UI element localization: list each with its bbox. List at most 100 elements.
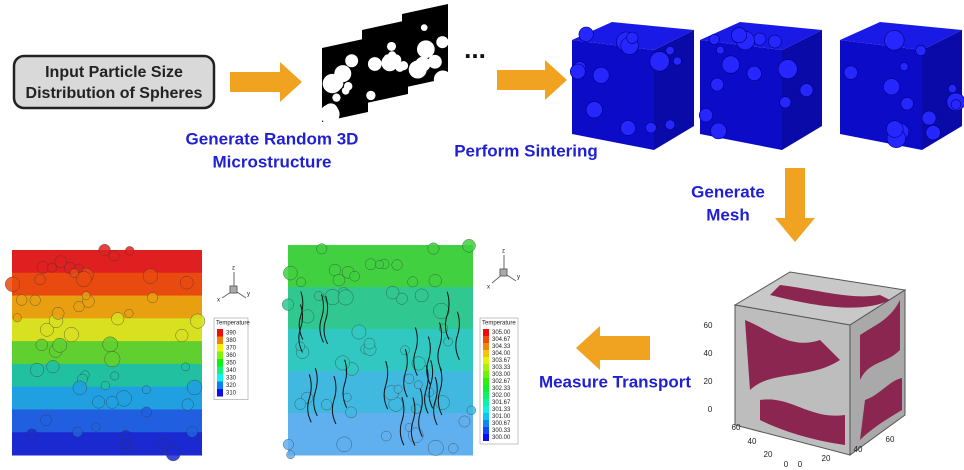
- arrow-right: [230, 62, 302, 102]
- particle: [182, 363, 190, 371]
- pore: [366, 91, 375, 100]
- particle: [884, 30, 904, 50]
- particle: [459, 416, 470, 427]
- cube-side: [654, 30, 694, 150]
- particle: [922, 111, 936, 125]
- particle: [147, 293, 157, 303]
- axis-label: z: [502, 249, 505, 255]
- particle: [926, 125, 941, 140]
- particle: [415, 289, 428, 302]
- pore: [344, 82, 352, 90]
- legend-label: 330: [226, 375, 237, 381]
- particle: [55, 256, 67, 268]
- particle: [883, 79, 899, 95]
- legend-swatch: [217, 389, 223, 397]
- particle: [886, 121, 903, 138]
- particle: [699, 108, 712, 121]
- particle: [283, 439, 294, 450]
- arrow-right: [497, 60, 567, 100]
- particle: [91, 423, 100, 432]
- particle: [142, 386, 150, 394]
- pore: [421, 24, 428, 31]
- axis-label: y: [247, 292, 250, 298]
- particle: [844, 66, 858, 80]
- legend-swatch: [217, 329, 223, 337]
- particle: [338, 290, 353, 305]
- particle: [716, 46, 724, 54]
- arrow-down: [775, 168, 815, 242]
- arrow-left: [576, 326, 650, 370]
- legend-label: 300.00: [492, 435, 511, 441]
- mesh-tick: 60: [732, 423, 741, 432]
- particle: [296, 277, 305, 286]
- particle: [375, 260, 383, 268]
- particle: [665, 120, 675, 130]
- legend-swatch: [483, 434, 489, 441]
- particle: [586, 102, 602, 118]
- legend-swatch: [217, 359, 223, 367]
- pore: [436, 36, 448, 48]
- pore: [320, 104, 340, 124]
- legend-swatch: [483, 420, 489, 427]
- particle: [109, 251, 119, 261]
- legend-label: 301.33: [492, 407, 511, 413]
- input-line: Input Particle Size: [45, 64, 183, 81]
- particle: [429, 274, 442, 287]
- particle: [570, 64, 585, 79]
- legend-label: 303.67: [492, 358, 511, 364]
- particle: [800, 84, 813, 97]
- legend-label: 303.00: [492, 372, 511, 378]
- mesh-tick: 0: [784, 460, 789, 469]
- particle: [187, 426, 198, 437]
- particle: [176, 329, 189, 342]
- particle: [72, 427, 82, 437]
- particle: [99, 244, 111, 256]
- particle: [26, 429, 37, 440]
- legend-title: Temperature: [216, 321, 250, 327]
- particle: [392, 260, 403, 271]
- particle: [381, 431, 391, 441]
- legend-label: 305.00: [492, 330, 511, 336]
- particle: [394, 385, 402, 393]
- pore: [434, 70, 452, 88]
- particle: [709, 34, 719, 44]
- particle: [47, 263, 56, 272]
- legend-swatch: [217, 352, 223, 360]
- particle: [166, 447, 180, 461]
- particle: [321, 399, 332, 410]
- legend-label: 380: [226, 338, 237, 344]
- step-label: Generate Random 3D: [186, 129, 359, 148]
- particle: [747, 66, 761, 80]
- cube-side: [840, 40, 922, 150]
- legend-label: 301.00: [492, 414, 511, 420]
- particle: [317, 244, 327, 254]
- particle: [82, 292, 90, 300]
- particle: [182, 399, 194, 411]
- temperature-band: [12, 387, 202, 410]
- particle: [400, 346, 409, 355]
- legend-swatch: [483, 336, 489, 343]
- step-label: Mesh: [706, 205, 749, 224]
- pore: [381, 55, 398, 72]
- legend-label: 302.33: [492, 386, 511, 392]
- particle: [141, 407, 151, 417]
- step-label: Perform Sintering: [454, 141, 598, 160]
- particle: [414, 381, 422, 389]
- legend-label: 370: [226, 345, 237, 351]
- particle: [346, 407, 357, 418]
- particle: [901, 97, 914, 110]
- legend-title: Temperature: [482, 321, 516, 327]
- step-label: Measure Transport: [539, 372, 691, 391]
- particle: [621, 120, 636, 135]
- pore: [332, 94, 340, 102]
- particle: [951, 100, 961, 110]
- mesh-tick: 40: [704, 349, 713, 358]
- particle: [364, 338, 375, 349]
- legend-label: 302.00: [492, 393, 511, 399]
- particle: [103, 337, 118, 352]
- particle: [187, 380, 202, 395]
- particle: [731, 28, 746, 43]
- particle: [404, 374, 414, 384]
- particle: [722, 56, 739, 73]
- step-label: Generate: [691, 182, 765, 201]
